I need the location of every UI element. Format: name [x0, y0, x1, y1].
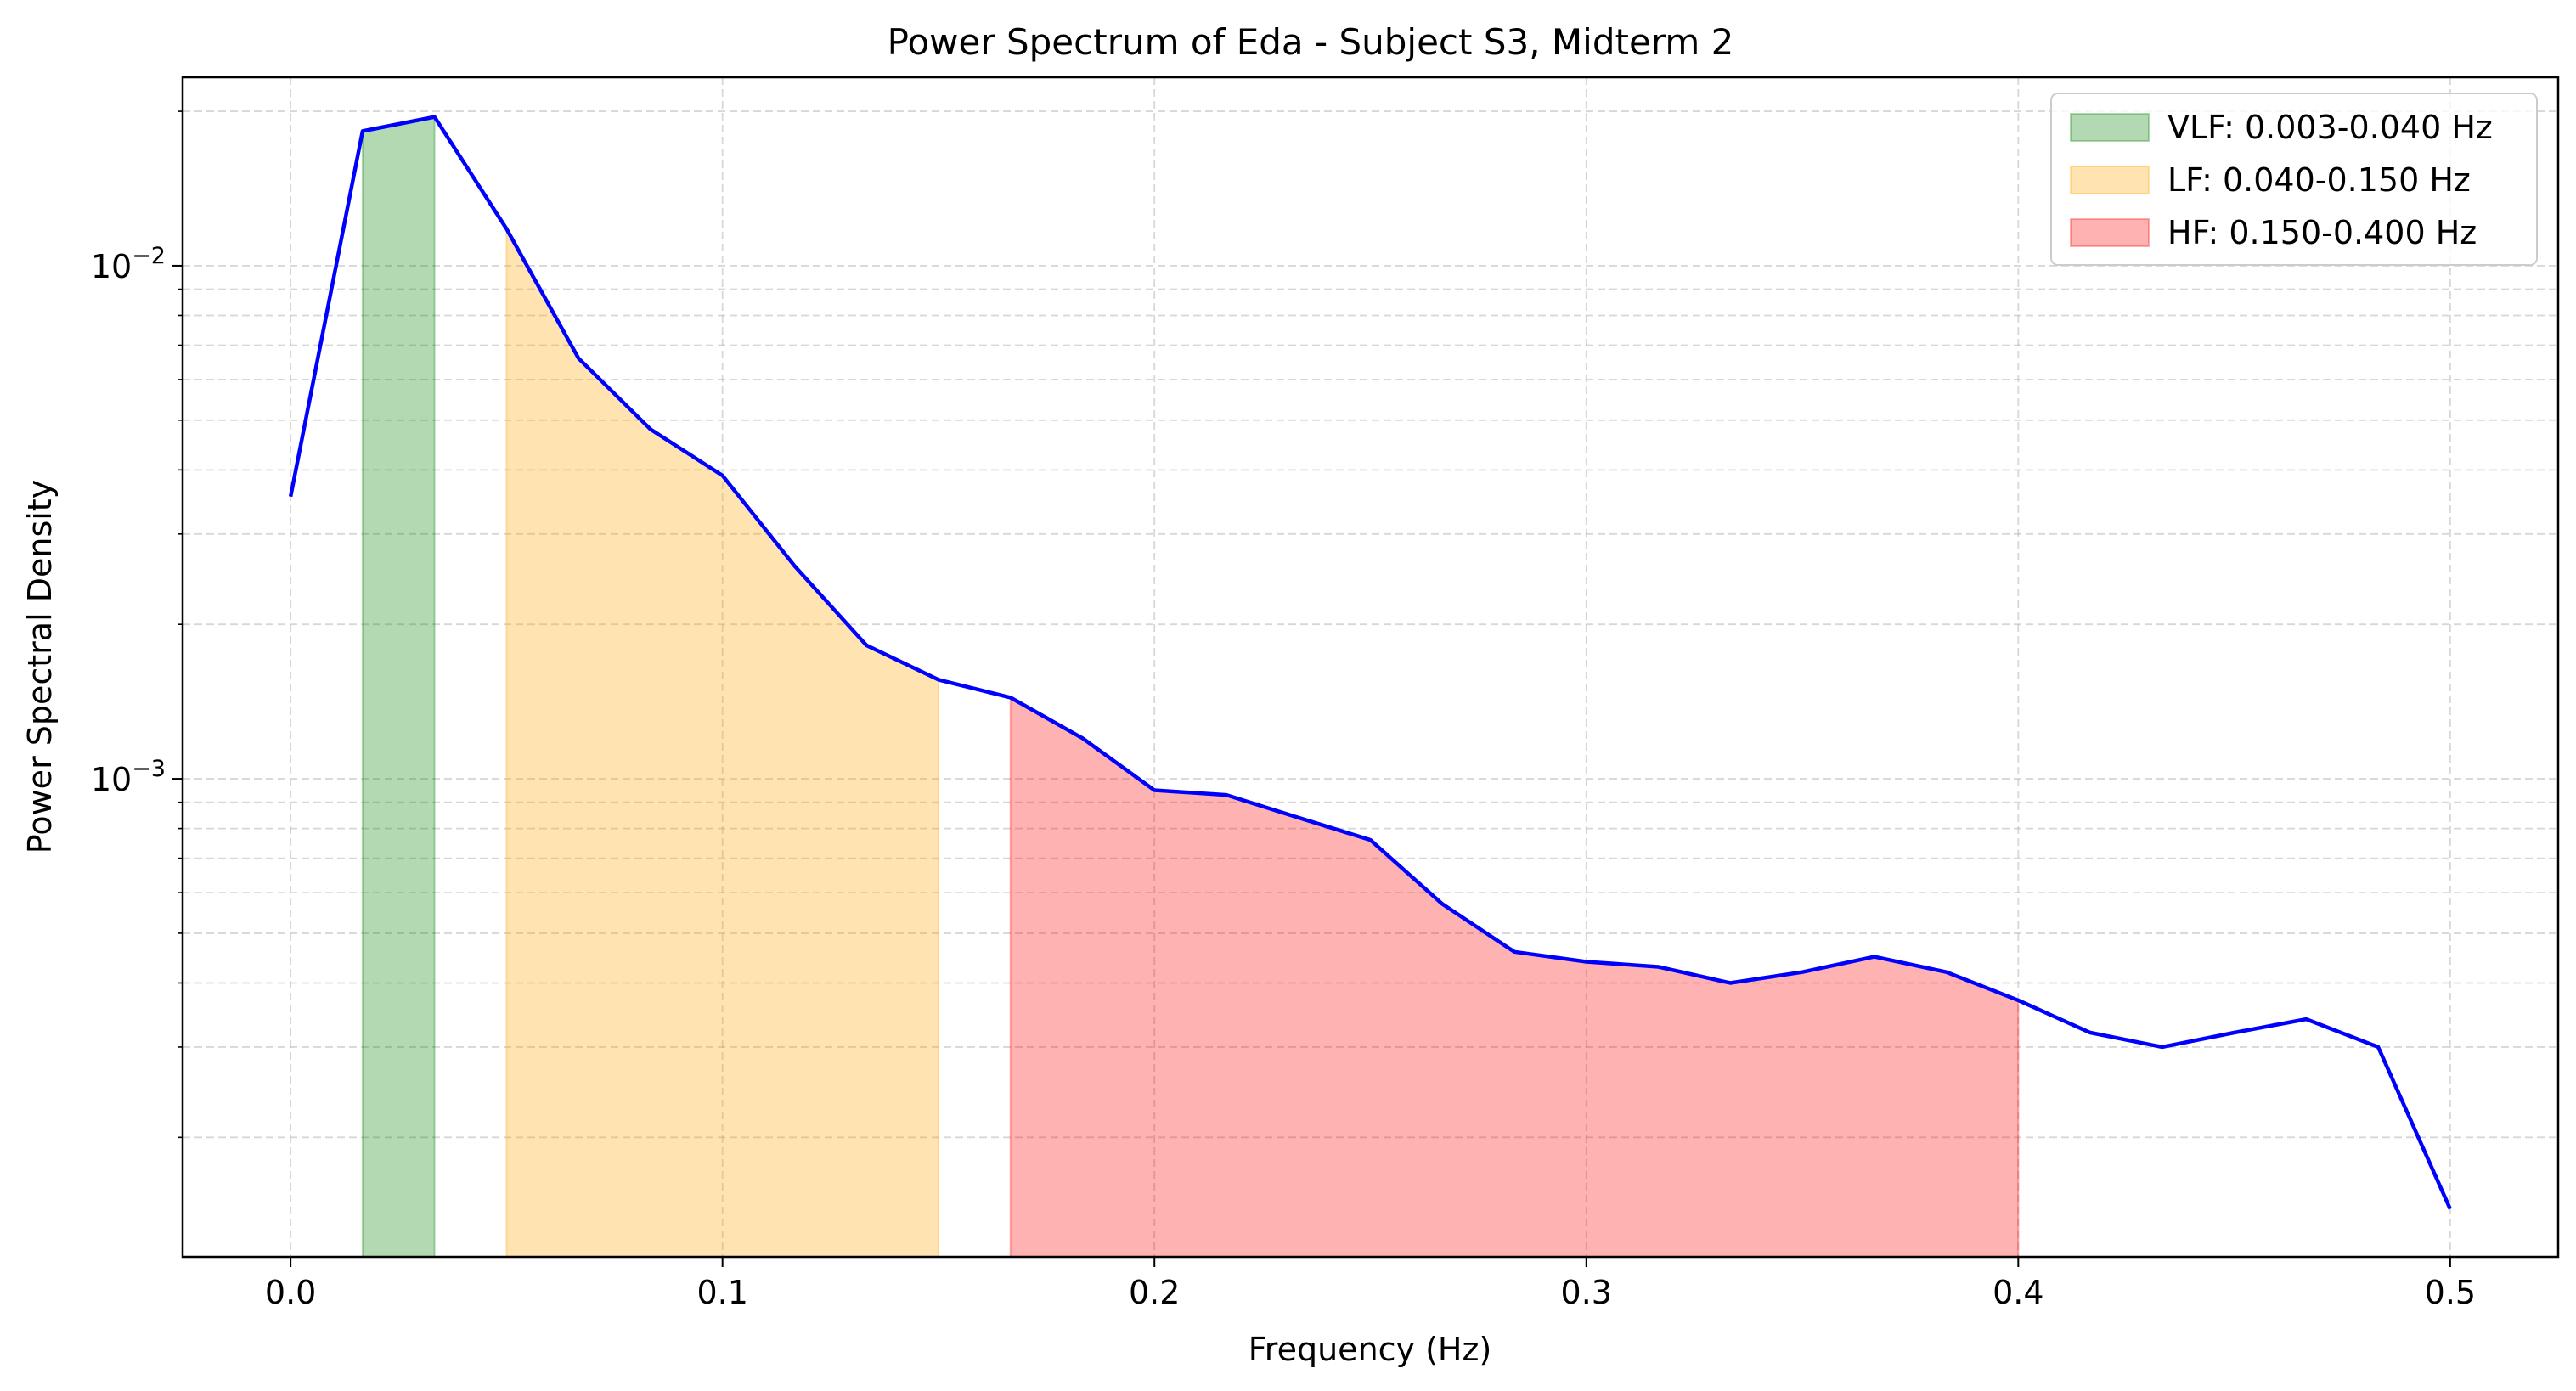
y-tick-label: 10−2 — [91, 243, 166, 285]
y-axis-label: Power Spectral Density — [21, 480, 59, 853]
plot-frame — [181, 76, 2560, 1259]
legend-swatch — [2070, 218, 2150, 247]
psd-line — [288, 115, 2452, 1210]
x-tick-label: 0.0 — [265, 1274, 316, 1311]
y-tick-label: 10−3 — [91, 756, 166, 798]
frequency-bands — [361, 115, 2020, 1258]
x-tick-label: 0.4 — [1993, 1274, 2043, 1311]
x-axis-label: Frequency (Hz) — [1249, 1331, 1492, 1368]
legend-swatch — [2070, 113, 2150, 142]
x-tick-label: 0.1 — [696, 1274, 747, 1311]
psd-series — [288, 115, 2452, 1210]
band-area — [1009, 696, 2020, 1258]
legend-label: HF: 0.150-0.400 Hz — [2167, 214, 2477, 251]
x-tick-label: 0.2 — [1129, 1274, 1180, 1311]
band-area — [505, 225, 939, 1258]
x-tick-label: 0.3 — [1561, 1274, 1612, 1311]
legend-box — [2050, 93, 2538, 266]
x-tick-label: 0.5 — [2425, 1274, 2476, 1311]
legend-swatch — [2070, 166, 2150, 194]
band-area — [361, 115, 436, 1258]
legend-label: LF: 0.040-0.150 Hz — [2167, 161, 2471, 199]
y-axis-ticks: 10−3 10−2 — [91, 110, 183, 1139]
x-axis-ticks: 0.0 0.1 0.2 0.3 0.4 0.5 — [265, 1257, 2476, 1311]
legend-label: VLF: 0.003-0.040 Hz — [2167, 109, 2493, 146]
chart-title: Power Spectrum of Eda - Subject S3, Midt… — [888, 21, 1734, 63]
legend: VLF: 0.003-0.040 Hz LF: 0.040-0.150 Hz HF:… — [2050, 93, 2538, 266]
